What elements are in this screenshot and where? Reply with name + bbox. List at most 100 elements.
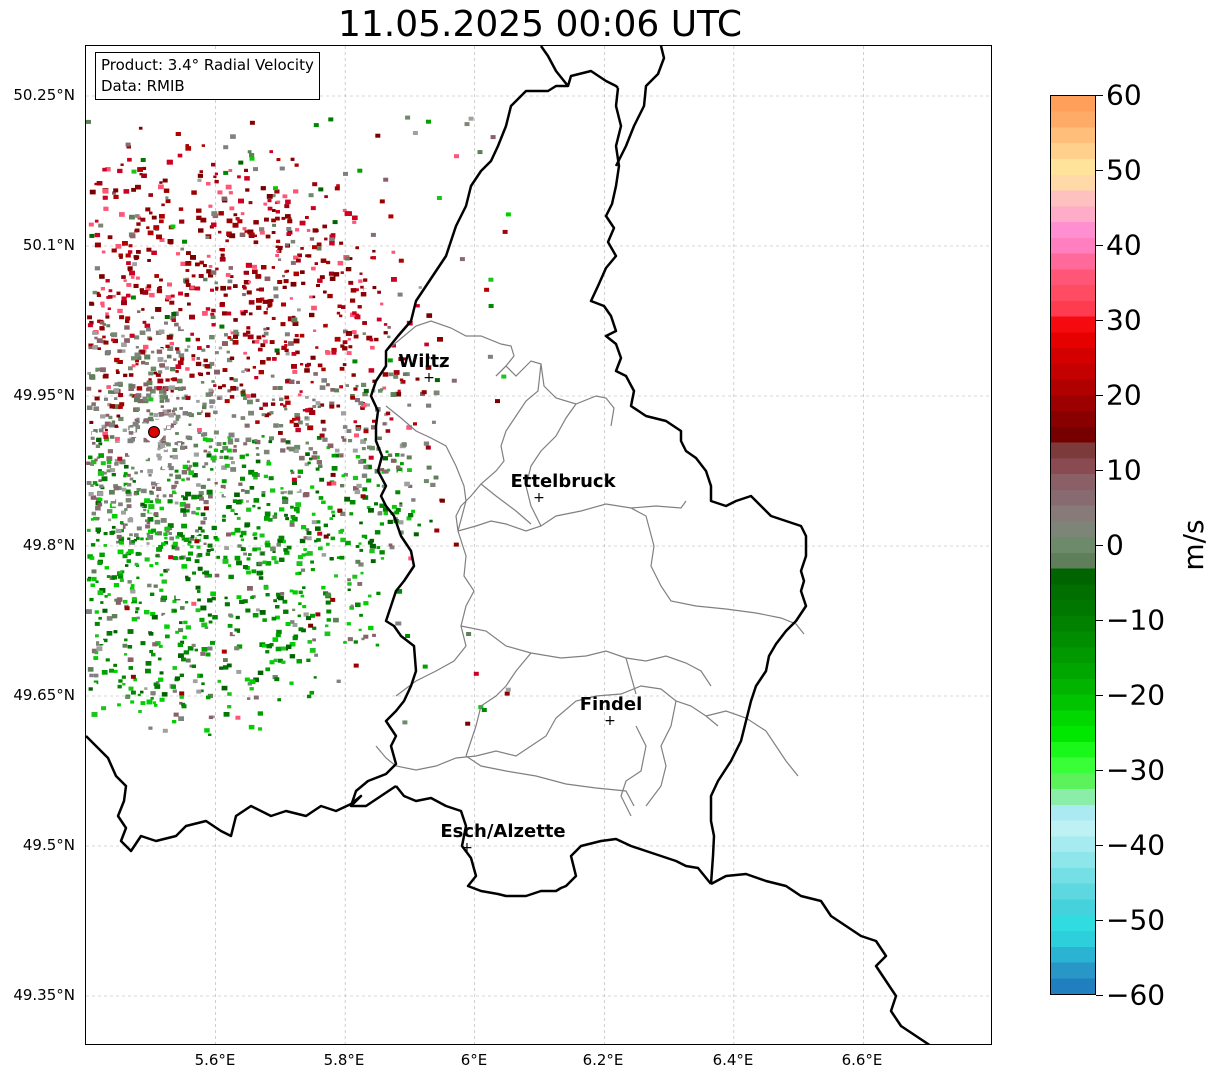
echo-pixel — [196, 536, 201, 540]
echo-pixel — [350, 395, 356, 400]
echo-pixel — [271, 218, 276, 223]
lat-tick-label: 49.5°N — [22, 836, 75, 854]
echo-pixel — [154, 354, 158, 357]
echo-pixel — [156, 453, 161, 458]
echo-pixel — [206, 345, 210, 348]
echo-pixel — [97, 319, 101, 323]
echo-pixel — [119, 459, 126, 465]
radar-map[interactable] — [85, 45, 992, 1045]
echo-pixel — [504, 691, 510, 696]
echo-pixel — [146, 327, 151, 332]
echo-pixel — [227, 286, 232, 290]
echo-pixel — [295, 228, 300, 232]
echo-pixel — [108, 415, 113, 420]
echo-pixel — [272, 637, 279, 642]
echo-pixel — [130, 589, 136, 594]
echo-pixel — [194, 648, 198, 652]
echo-pixel — [319, 477, 325, 482]
echo-pixel — [292, 481, 297, 485]
echo-pixel — [98, 705, 104, 710]
echo-pixel — [185, 435, 191, 440]
echo-pixel — [165, 417, 170, 421]
echo-pixel — [136, 222, 141, 226]
echo-pixel — [134, 397, 140, 403]
echo-pixel — [150, 316, 154, 319]
echo-pixel — [179, 408, 186, 414]
echo-pixel — [304, 462, 309, 467]
echo-pixel — [143, 437, 149, 443]
echo-pixel — [293, 338, 300, 344]
echo-pixel — [393, 370, 400, 375]
radar-site-marker[interactable] — [148, 426, 161, 438]
colorbar-unit-label: m/s — [1177, 519, 1207, 571]
echo-pixel — [90, 436, 95, 440]
echo-pixel — [105, 167, 111, 172]
echo-pixel — [285, 622, 291, 626]
echo-pixel — [117, 684, 122, 689]
echo-pixel — [362, 321, 367, 325]
echo-pixel — [200, 217, 207, 223]
echo-pixel — [246, 326, 251, 330]
echo-pixel — [213, 430, 219, 435]
echo-pixel — [291, 364, 297, 369]
echo-pixel — [127, 537, 131, 540]
echo-pixel — [342, 346, 348, 351]
echo-pixel — [114, 462, 119, 466]
echo-pixel — [90, 583, 95, 587]
echo-pixel — [95, 444, 101, 448]
echo-pixel — [379, 199, 385, 204]
echo-pixel — [119, 536, 125, 541]
echo-pixel — [191, 354, 196, 358]
echo-pixel — [172, 400, 178, 405]
echo-pixel — [140, 512, 146, 517]
echo-pixel — [117, 308, 123, 314]
echo-pixel — [317, 531, 323, 536]
echo-pixel — [383, 469, 389, 474]
echo-pixel — [128, 244, 133, 248]
echo-pixel — [96, 291, 100, 295]
echo-pixel — [100, 642, 104, 646]
echo-pixel — [314, 539, 318, 543]
echo-pixel — [312, 626, 317, 630]
echo-pixel — [266, 503, 271, 506]
echo-pixel — [334, 336, 341, 342]
echo-pixel — [199, 496, 204, 501]
echo-pixel — [185, 509, 190, 513]
echo-pixel — [227, 357, 233, 363]
echo-pixel — [284, 332, 290, 337]
echo-pixel — [87, 576, 92, 580]
echo-pixel — [139, 657, 145, 662]
echo-pixel — [155, 330, 162, 335]
colorbar-tick — [1096, 170, 1103, 171]
echo-pixel — [211, 380, 215, 383]
echo-pixel — [179, 673, 184, 677]
echo-pixel — [332, 220, 338, 225]
echo-pixel — [331, 347, 337, 353]
echo-pixel — [308, 447, 313, 451]
echo-pixel — [289, 379, 295, 384]
echo-pixel — [293, 271, 299, 277]
echo-pixel — [224, 450, 229, 455]
echo-pixel — [376, 484, 380, 487]
echo-pixel — [167, 239, 174, 244]
echo-pixel — [113, 382, 118, 387]
echo-pixel — [237, 175, 241, 179]
echo-pixel — [253, 536, 258, 540]
echo-pixel — [319, 403, 325, 407]
echo-pixel — [283, 497, 289, 501]
echo-pixel — [98, 469, 102, 473]
echo-pixel — [187, 428, 193, 433]
echo-pixel — [181, 470, 188, 475]
echo-pixel — [183, 537, 190, 542]
echo-pixel — [100, 414, 106, 419]
echo-pixel — [270, 374, 275, 378]
echo-pixel — [242, 565, 248, 569]
echo-pixel — [184, 503, 191, 509]
echo-pixel — [398, 258, 404, 263]
echo-pixel — [331, 466, 338, 471]
echo-pixel — [160, 405, 164, 408]
echo-pixel — [151, 614, 158, 620]
echo-pixel — [239, 383, 244, 387]
echo-pixel — [123, 373, 128, 378]
echo-pixel — [313, 372, 318, 376]
